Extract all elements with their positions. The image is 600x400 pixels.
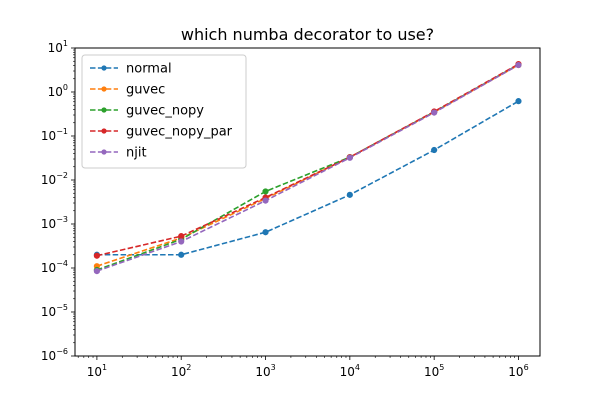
chart-title: which numba decorator to use? xyxy=(181,25,434,44)
x-tick-label: 102 xyxy=(171,363,191,379)
data-point xyxy=(346,154,353,161)
data-point xyxy=(431,146,438,154)
data-point xyxy=(262,229,269,236)
x-tick-label: 103 xyxy=(255,363,275,379)
legend-item: guvec xyxy=(90,83,165,98)
data-point xyxy=(93,268,100,275)
x-tick-label: 106 xyxy=(508,363,528,379)
data-point xyxy=(262,197,269,204)
legend-label: normal xyxy=(126,62,172,77)
legend-label: njit xyxy=(126,146,147,161)
legend-swatch-marker xyxy=(101,128,107,134)
x-tick-label: 105 xyxy=(424,363,444,379)
data-point xyxy=(346,191,353,198)
series-normal xyxy=(93,98,522,258)
legend-swatch-marker xyxy=(101,149,107,155)
y-tick-label: 10−5 xyxy=(41,303,68,319)
series-line xyxy=(96,63,519,257)
data-point xyxy=(262,188,269,195)
y-tick-label: 10−2 xyxy=(41,171,68,187)
data-point xyxy=(515,61,522,69)
y-tick-label: 10−4 xyxy=(41,259,68,275)
series-njit xyxy=(93,61,522,275)
data-point xyxy=(515,98,522,105)
data-point xyxy=(178,238,185,245)
legend-box xyxy=(81,54,247,169)
y-tick-label: 10−1 xyxy=(41,127,68,143)
plot-area xyxy=(93,61,522,275)
legend-item: guvec_nopy xyxy=(90,104,204,119)
axes: 101 102 103 104 105 106 10−6 10−5 10−4 10−3 10−2 10… xyxy=(41,39,541,379)
legend-item: normal xyxy=(90,62,172,77)
legend-swatch-marker xyxy=(101,86,107,92)
series-line xyxy=(96,100,519,256)
y-tick-label: 10−6 xyxy=(41,347,68,363)
data-point xyxy=(431,109,438,116)
axes-frame xyxy=(74,47,541,357)
legend-item: njit xyxy=(90,146,147,161)
series-line xyxy=(96,64,519,272)
legend-label: guvec xyxy=(126,83,165,98)
data-point xyxy=(178,233,185,240)
x-tick-label: 104 xyxy=(340,363,360,379)
legend-item: guvec_nopy_par xyxy=(90,125,233,140)
data-point xyxy=(93,252,100,259)
legend-swatch-marker xyxy=(101,107,107,113)
data-point xyxy=(178,251,185,258)
legend-swatch-marker xyxy=(101,65,107,71)
y-tick-label: 10−3 xyxy=(41,215,68,231)
y-tick-label: 100 xyxy=(48,83,68,99)
y-tick-label: 101 xyxy=(48,39,68,55)
x-tick-label: 101 xyxy=(87,363,107,379)
legend-label: guvec_nopy xyxy=(126,104,204,119)
legend-label: guvec_nopy_par xyxy=(126,125,233,140)
